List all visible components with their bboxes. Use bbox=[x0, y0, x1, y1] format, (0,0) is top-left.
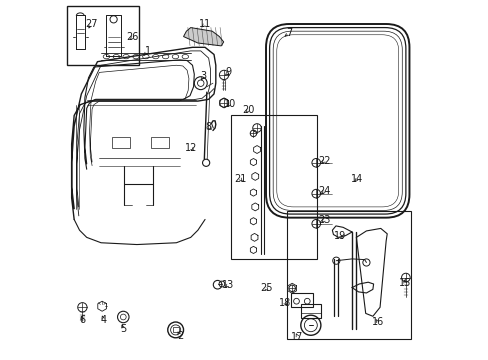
Text: 6: 6 bbox=[79, 315, 85, 325]
Bar bbox=[112, 137, 129, 148]
Text: 20: 20 bbox=[242, 105, 254, 115]
Text: 19: 19 bbox=[333, 231, 346, 241]
Text: 4: 4 bbox=[101, 315, 106, 325]
Text: 22: 22 bbox=[317, 156, 330, 166]
Text: 24: 24 bbox=[317, 186, 329, 197]
Text: 7: 7 bbox=[285, 28, 292, 38]
Text: 17: 17 bbox=[291, 332, 303, 342]
Text: 15: 15 bbox=[398, 278, 410, 288]
Text: 18: 18 bbox=[278, 298, 290, 308]
Bar bbox=[67, 6, 139, 65]
Text: 9: 9 bbox=[225, 67, 231, 77]
Text: 16: 16 bbox=[371, 318, 384, 327]
Text: 12: 12 bbox=[185, 143, 197, 153]
Text: 14: 14 bbox=[350, 174, 363, 184]
Text: 2: 2 bbox=[177, 331, 183, 341]
Bar bbox=[230, 116, 316, 259]
Text: 3: 3 bbox=[200, 71, 206, 81]
Bar bbox=[301, 305, 320, 318]
Polygon shape bbox=[183, 28, 223, 46]
Bar bbox=[151, 137, 169, 148]
Text: 23: 23 bbox=[317, 215, 329, 225]
Text: 8: 8 bbox=[205, 122, 211, 132]
Text: 13: 13 bbox=[222, 280, 234, 290]
Bar bbox=[286, 211, 410, 338]
Text: 26: 26 bbox=[126, 32, 139, 42]
Text: 5: 5 bbox=[120, 324, 126, 334]
Bar bbox=[172, 327, 178, 332]
Bar bbox=[290, 293, 312, 307]
Text: 25: 25 bbox=[259, 283, 272, 293]
Text: 11: 11 bbox=[199, 19, 211, 29]
Text: 21: 21 bbox=[234, 174, 246, 184]
Text: 1: 1 bbox=[144, 46, 150, 56]
Text: 27: 27 bbox=[84, 19, 97, 29]
Text: 10: 10 bbox=[224, 99, 236, 109]
